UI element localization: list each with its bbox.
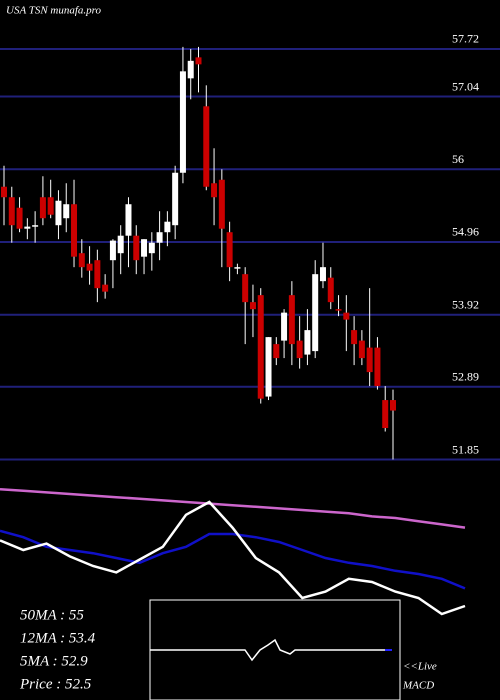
candle-body (234, 267, 241, 269)
indicator-line (0, 529, 466, 590)
live-label: <<Live (403, 661, 437, 673)
candle-body (71, 204, 78, 257)
y-tick-label: 52.89 (452, 370, 479, 384)
candle-body (86, 263, 93, 271)
candle-body (211, 183, 218, 198)
candle-body (343, 312, 350, 320)
candle-body (288, 295, 295, 345)
candle-body (327, 277, 334, 303)
candle-body (32, 225, 39, 227)
candle-body (319, 267, 326, 282)
y-tick-label: 51.85 (452, 442, 479, 456)
candle-body (55, 200, 62, 226)
candle-body (1, 186, 7, 198)
candle-body (78, 253, 85, 268)
ma-label: 50MA : 55 (20, 607, 84, 623)
chart-title: USA TSN munafa.pro (6, 5, 102, 17)
candle-body (304, 330, 311, 355)
macd-panel (149, 599, 401, 700)
candle-body (296, 340, 303, 359)
candle-body (195, 57, 202, 65)
y-tick-label: 56 (452, 152, 464, 166)
candle-body (382, 400, 389, 429)
y-tick-label: 53.92 (452, 297, 479, 311)
candle-body (218, 179, 225, 229)
candle-body (273, 344, 280, 359)
candle-body (39, 197, 46, 219)
candle-body (265, 337, 272, 397)
ma-label: 12MA : 53.4 (20, 630, 96, 646)
indicator-line (0, 500, 466, 616)
candle-body (366, 347, 373, 373)
candle-body (257, 295, 264, 399)
candle-body (148, 242, 155, 254)
candle-body (141, 239, 148, 257)
candle-body (374, 347, 381, 387)
candle-body (351, 330, 358, 345)
candle-body (125, 204, 132, 236)
candle-body (24, 226, 31, 229)
ma-label: Price : 52.5 (19, 676, 92, 692)
y-tick-label: 57.04 (452, 79, 479, 93)
candle-body (63, 204, 70, 219)
candle-body (94, 260, 101, 289)
candle-body (164, 221, 171, 233)
candle-body (312, 274, 319, 352)
y-tick-label: 57.72 (452, 32, 479, 46)
candle-body (172, 172, 179, 226)
y-tick-label: 54.96 (452, 225, 479, 239)
indicator-line (0, 487, 466, 529)
candle-body (335, 309, 342, 311)
candle-body (281, 312, 288, 341)
macd-label: MACD (402, 680, 434, 692)
candle-body (203, 106, 210, 187)
candle-body (358, 340, 365, 359)
candle-body (16, 207, 23, 229)
candle-body (117, 235, 124, 254)
candle-body (179, 71, 186, 173)
candle-body (226, 232, 233, 268)
candle-body (390, 400, 396, 411)
ma-label: 5MA : 52.9 (20, 653, 88, 669)
macd-line (150, 638, 390, 662)
candle-body (47, 197, 54, 215)
candle-body (156, 232, 163, 243)
candle-body (133, 235, 140, 261)
candle-body (187, 60, 194, 79)
candle-body (109, 240, 116, 261)
candle-body (249, 302, 256, 310)
candle-body (8, 197, 15, 226)
candle-body (102, 284, 109, 292)
candle-body (242, 274, 249, 303)
